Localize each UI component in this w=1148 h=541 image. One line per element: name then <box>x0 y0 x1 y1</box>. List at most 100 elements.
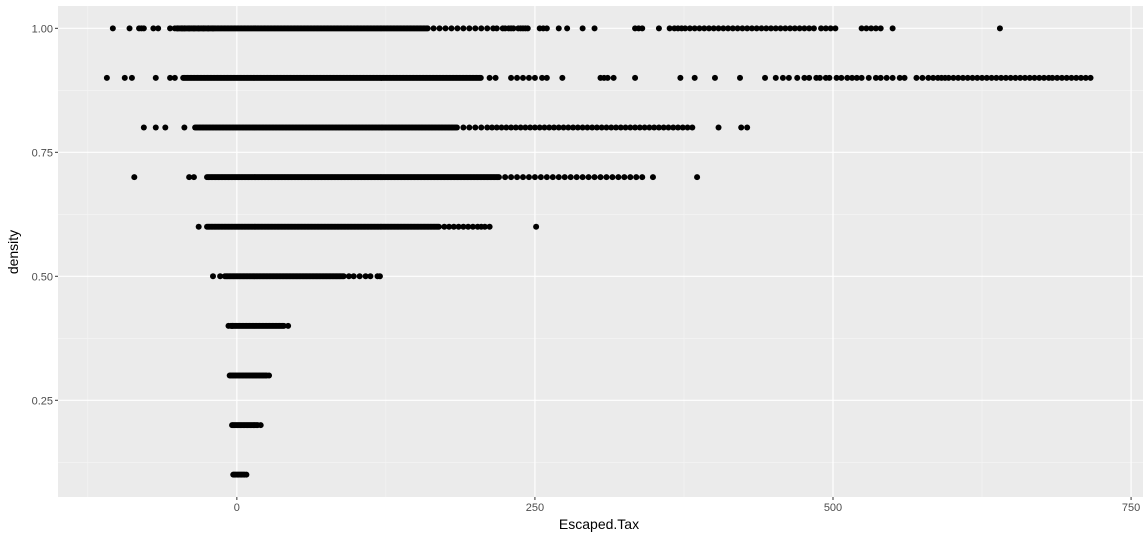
data-point <box>801 74 808 81</box>
data-point <box>448 25 455 32</box>
data-point <box>1078 74 1084 81</box>
data-point <box>787 25 794 32</box>
data-point <box>772 74 779 81</box>
data-point <box>666 25 673 32</box>
data-point <box>806 25 813 32</box>
data-point <box>442 25 449 32</box>
data-point <box>636 124 643 131</box>
data-point <box>226 372 233 379</box>
data-point <box>777 25 784 32</box>
data-point <box>200 25 207 32</box>
data-point <box>615 174 622 181</box>
data-point <box>801 25 808 32</box>
data-point <box>266 372 273 379</box>
data-point <box>350 273 357 280</box>
data-point <box>660 124 667 131</box>
data-point <box>603 124 610 131</box>
data-point <box>543 74 550 81</box>
data-point <box>454 25 461 32</box>
data-point <box>493 124 500 131</box>
data-point <box>484 124 491 131</box>
data-point <box>140 124 147 131</box>
y-tick-label: 1.00 <box>32 23 53 35</box>
data-point <box>450 223 457 230</box>
data-point <box>993 74 1000 81</box>
data-point <box>1073 74 1080 81</box>
data-point <box>610 74 617 81</box>
data-point <box>682 25 689 32</box>
data-point <box>533 223 540 230</box>
data-point <box>779 74 786 81</box>
data-points <box>103 25 1094 478</box>
data-point <box>492 74 499 81</box>
data-point <box>489 124 495 131</box>
data-point <box>367 273 374 280</box>
data-point <box>617 124 624 131</box>
data-point <box>826 74 833 81</box>
data-point <box>162 124 169 131</box>
data-point <box>131 174 138 181</box>
data-point <box>537 174 544 181</box>
data-point <box>584 124 591 131</box>
data-point <box>679 124 686 131</box>
data-point <box>574 124 581 131</box>
data-point <box>998 74 1005 81</box>
data-point <box>782 25 789 32</box>
data-point <box>486 74 493 81</box>
data-point <box>1082 74 1089 81</box>
data-point <box>486 223 493 230</box>
data-point <box>527 124 534 131</box>
data-point <box>849 74 856 81</box>
data-point <box>559 74 566 81</box>
data-point <box>503 124 510 131</box>
data-point <box>689 124 696 131</box>
data-point <box>748 25 755 32</box>
data-point <box>768 25 774 32</box>
data-point <box>478 25 485 32</box>
data-point <box>832 25 839 32</box>
data-point <box>872 25 879 32</box>
data-point <box>639 174 646 181</box>
data-point <box>964 74 971 81</box>
data-point <box>1054 74 1061 81</box>
data-point <box>753 25 760 32</box>
data-point <box>520 174 526 181</box>
data-point <box>446 223 453 230</box>
data-point <box>838 74 845 81</box>
data-point <box>152 124 159 131</box>
data-point <box>785 74 792 81</box>
data-point <box>229 322 236 329</box>
data-point <box>913 74 920 81</box>
x-tick-label: 500 <box>824 502 842 514</box>
data-point <box>109 25 116 32</box>
data-point <box>639 25 646 32</box>
data-point <box>167 74 174 81</box>
data-point <box>1021 74 1028 81</box>
data-point <box>1031 74 1038 81</box>
data-point <box>430 25 437 32</box>
data-point <box>186 174 193 181</box>
data-point <box>564 25 571 32</box>
data-point <box>466 124 473 131</box>
data-point <box>477 74 484 81</box>
data-point <box>983 74 990 81</box>
data-point <box>493 25 500 32</box>
data-point <box>613 124 619 131</box>
data-point <box>627 124 634 131</box>
data-point <box>597 174 604 181</box>
data-point <box>959 74 966 81</box>
data-point <box>1012 74 1019 81</box>
data-point <box>441 223 448 230</box>
data-point <box>520 74 526 81</box>
data-point <box>280 322 287 329</box>
data-point <box>362 273 369 280</box>
data-point <box>539 74 546 81</box>
data-point <box>1041 74 1048 81</box>
data-point <box>567 174 574 181</box>
data-point <box>827 25 834 32</box>
data-point <box>171 74 178 81</box>
data-point <box>684 124 691 131</box>
data-point <box>609 174 616 181</box>
data-point <box>744 25 751 32</box>
data-point <box>925 74 932 81</box>
